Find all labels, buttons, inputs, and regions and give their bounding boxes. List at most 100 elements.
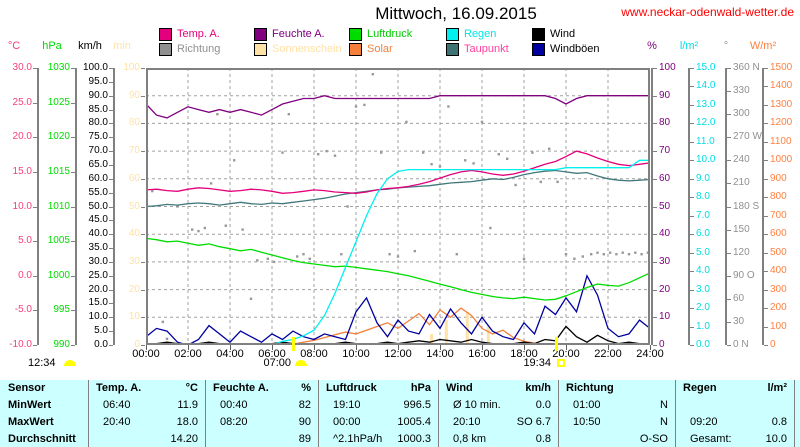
axis-unit-°: ° [723,40,729,52]
axis-tick-label: 5.0 [696,247,710,258]
series-richtung-dot [151,189,154,193]
series-richtung-dot [256,259,259,262]
series-richtung-dot [266,257,269,260]
axis-tick [764,197,768,198]
series-richtung-dot [514,183,517,187]
cell-value: 14.20 [170,432,198,445]
axis-tick [141,207,145,208]
axis-tick [727,91,731,92]
axis-tick-label: 0 [134,339,140,350]
axis-tick-label: 995 [53,304,70,315]
row-header: Sensor [8,382,46,395]
cell-label: Feuchte A. [213,382,269,395]
series-richtung-dot [209,182,213,185]
series-richtung-dot [627,253,631,256]
axis-unit-%: % [647,40,657,52]
axis-tick-label: 0.0 [18,270,32,281]
cell-value: 0.0 [535,399,551,412]
axis-line [75,68,77,345]
axis-tick-label: 70 [128,145,140,156]
axis-tick-label: 150 [733,224,750,235]
legend-item-wind: Wind [532,27,575,41]
page-title: Mittwoch, 16.09.2015 [375,4,537,23]
axis-tick [690,160,694,161]
axis-tick [764,253,768,254]
axis-tick-label: 75.0 [88,131,108,142]
cell-value: 0.8 [535,432,551,445]
axis-tick [109,151,113,152]
axis-tick [33,172,37,173]
series-richtung-dot [573,257,576,260]
axis-tick [141,68,145,69]
axis-tick-label: 1020 [47,131,70,142]
axis-tick [690,197,694,198]
series-richtung-dot [646,251,650,254]
axis-tick [33,207,37,208]
axis-tick [764,105,768,106]
axis-tick [71,137,75,138]
series-temp-a- [146,150,650,194]
cell-wind: 20:10 SO 6.7 [438,413,558,431]
axis-tick [109,248,113,249]
axis-tick-label: 80 [128,117,140,128]
axis-tick [764,234,768,235]
cell-value: 89 [298,432,311,445]
legend-label: Feuchte A. [272,27,325,40]
axis-tick [690,105,694,106]
axis-tick-label: 40 [659,228,671,239]
axis-tick [109,331,113,332]
legend-item-richtung: Richtung [159,42,220,56]
cell-temp-a-: 20:40 18.0 [88,413,205,431]
series-richtung-dot [455,253,458,256]
x-tick [398,345,399,350]
axis-unit-km/h: km/h [78,40,102,52]
axis-tick [764,216,768,217]
series-richtung-dot [249,297,253,300]
axis-tick-label: 25.0 [88,270,108,281]
axis-tick-label: -10.0 [9,339,32,350]
axis-tick [71,207,75,208]
cell-regen: Gesamt: 10.0 [675,430,795,447]
axis-tick-label: 80.0 [88,117,108,128]
axis-unit-W/m²: W/m² [749,40,777,52]
axis-tick [109,123,113,124]
axis-tick-label: -5.0 [14,304,32,315]
axis-tick-label: 30 [733,316,745,327]
axis-tick-label: 25.0 [12,97,32,108]
axis-line [651,68,653,345]
noon-time-label: 12:34 [28,357,56,369]
axis-tick [653,151,657,152]
website-link[interactable]: www.neckar-odenwald-wetter.de [621,5,794,19]
cell-value: 1005.4 [397,415,431,428]
series-richtung-dot [548,147,551,150]
cell-value: O-SO [639,432,668,445]
axis-tick [727,253,731,254]
cell-temp-a-: 06:40 11.9 [88,396,205,414]
axis-tick [653,96,657,97]
series-richtung-dot [371,73,374,76]
axis-tick [690,308,694,309]
x-tick-label: 16:00 [468,348,496,360]
table-row: MinWert 06:40 11.9 00:40 82 19:10 996.5 Ø 10 mi… [0,396,800,414]
legend-swatch [349,27,362,41]
axis-tick [71,172,75,173]
cell-label: Richtung [566,382,614,395]
axis-tick [141,151,145,152]
axis-tick-label: 400 [770,265,787,276]
axis-tick [653,68,657,69]
cell-label: Gesamt: [690,432,732,445]
cell-luftdruck: 00:00 1005.4 [318,413,438,431]
axis-tick-label: 9.0 [696,173,710,184]
series-richtung-dot [346,205,349,208]
axis-tick [727,345,731,346]
axis-tick-label: 1300 [770,99,793,110]
axis-tick [653,123,657,124]
cell-wind: Wind km/h [438,380,558,397]
axis-tick-label: 50 [128,201,140,212]
axis-tick [727,114,731,115]
series-richtung-dot [388,253,391,256]
series-richtung-dot [296,255,299,258]
axis-tick [141,345,145,346]
axis-unit-l/m²: l/m² [679,40,699,52]
legend-item-feuchte-a-: Feuchte A. [254,27,325,41]
